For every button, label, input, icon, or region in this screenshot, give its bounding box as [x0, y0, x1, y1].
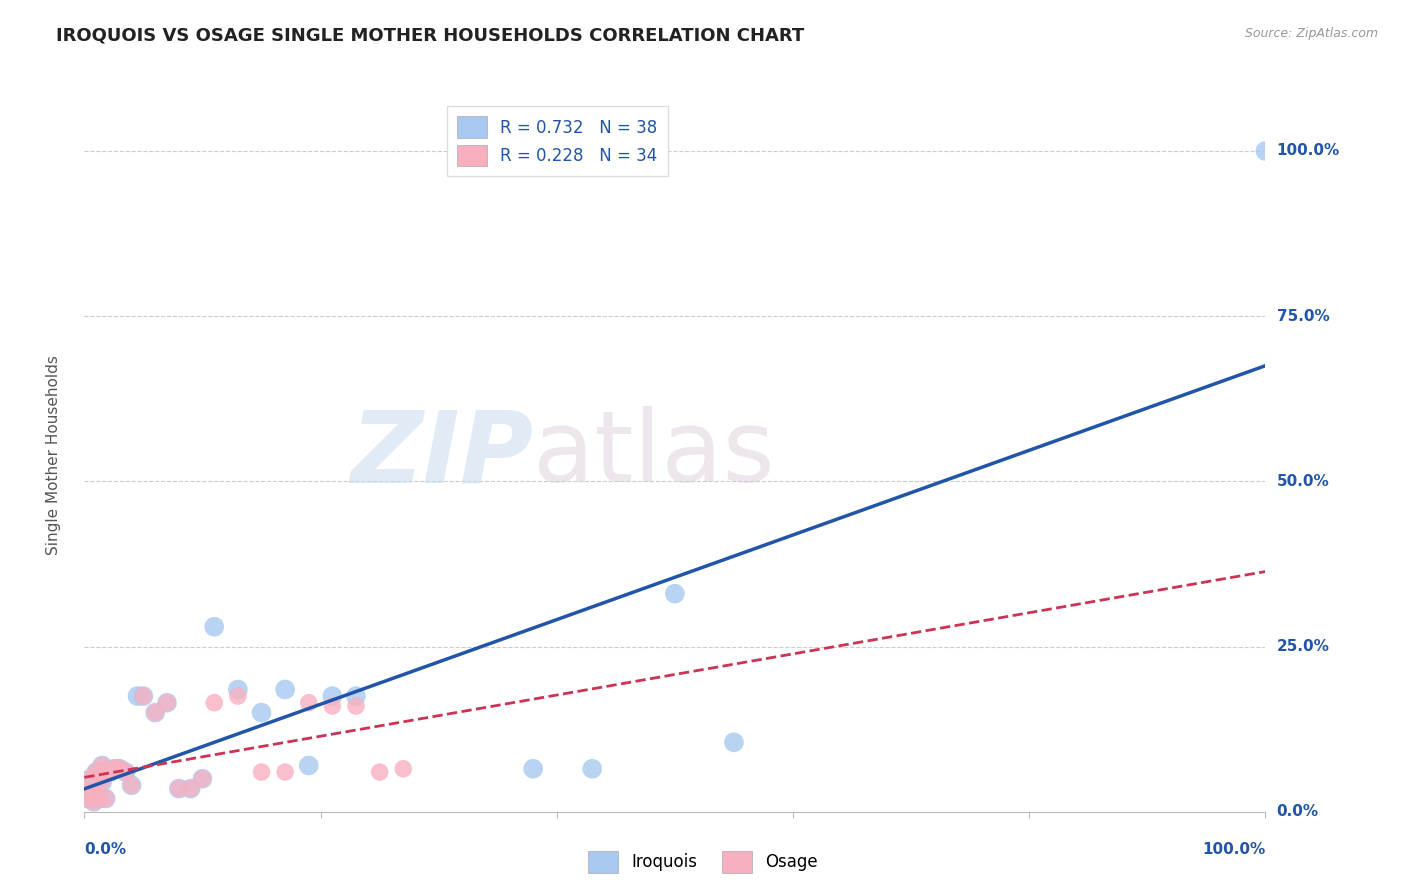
- Point: [180, 781, 202, 796]
- Text: ZIP: ZIP: [350, 407, 533, 503]
- Point: [121, 778, 143, 792]
- Point: [87, 791, 110, 805]
- Point: [298, 758, 321, 772]
- Point: [98, 765, 121, 780]
- Point: [167, 781, 190, 796]
- Text: IROQUOIS VS OSAGE SINGLE MOTHER HOUSEHOLDS CORRELATION CHART: IROQUOIS VS OSAGE SINGLE MOTHER HOUSEHOL…: [56, 27, 804, 45]
- Point: [83, 795, 105, 809]
- Point: [321, 698, 343, 713]
- Point: [114, 765, 136, 780]
- Point: [132, 689, 155, 703]
- Point: [79, 785, 101, 799]
- Text: 0.0%: 0.0%: [84, 842, 127, 857]
- Point: [82, 788, 104, 802]
- Point: [156, 696, 179, 710]
- Point: [79, 772, 101, 786]
- Point: [91, 775, 114, 789]
- Point: [82, 788, 104, 802]
- Point: [167, 781, 190, 796]
- Point: [103, 762, 125, 776]
- Text: 75.0%: 75.0%: [1277, 309, 1329, 324]
- Text: Source: ZipAtlas.com: Source: ZipAtlas.com: [1244, 27, 1378, 40]
- Point: [114, 765, 136, 780]
- Point: [97, 765, 120, 780]
- Point: [191, 772, 214, 786]
- Point: [143, 706, 166, 720]
- Point: [321, 689, 343, 703]
- Point: [1254, 144, 1277, 158]
- Point: [107, 762, 129, 776]
- Point: [84, 785, 107, 799]
- Point: [250, 765, 273, 780]
- Point: [581, 762, 603, 776]
- Point: [202, 620, 225, 634]
- Point: [368, 765, 391, 780]
- Point: [226, 689, 249, 703]
- Point: [83, 795, 105, 809]
- Point: [723, 735, 745, 749]
- Text: 0.0%: 0.0%: [1277, 805, 1319, 819]
- Point: [132, 689, 155, 703]
- Point: [91, 775, 114, 789]
- Point: [156, 696, 179, 710]
- Point: [664, 587, 686, 601]
- Point: [107, 762, 129, 776]
- Point: [108, 762, 131, 776]
- Point: [79, 785, 101, 799]
- Point: [202, 696, 225, 710]
- Point: [250, 706, 273, 720]
- Text: 100.0%: 100.0%: [1202, 842, 1265, 857]
- Point: [522, 762, 544, 776]
- Point: [84, 765, 107, 780]
- Point: [89, 765, 111, 780]
- Point: [274, 765, 297, 780]
- Point: [84, 765, 107, 780]
- Point: [274, 682, 297, 697]
- Point: [298, 696, 321, 710]
- Point: [94, 791, 117, 805]
- Legend: Iroquois, Osage: Iroquois, Osage: [581, 845, 825, 880]
- Point: [98, 765, 121, 780]
- Point: [191, 772, 214, 786]
- Point: [127, 689, 149, 703]
- Point: [77, 791, 100, 805]
- Point: [79, 772, 101, 786]
- Point: [108, 762, 131, 776]
- Point: [84, 785, 107, 799]
- Point: [143, 706, 166, 720]
- Text: 100.0%: 100.0%: [1277, 144, 1340, 159]
- Point: [87, 791, 110, 805]
- Point: [94, 791, 117, 805]
- Point: [89, 765, 111, 780]
- Point: [91, 758, 114, 772]
- Text: 50.0%: 50.0%: [1277, 474, 1329, 489]
- Text: 25.0%: 25.0%: [1277, 639, 1330, 654]
- Point: [91, 758, 114, 772]
- Point: [344, 698, 367, 713]
- Point: [180, 781, 202, 796]
- Text: atlas: atlas: [533, 407, 775, 503]
- Point: [226, 682, 249, 697]
- Point: [392, 762, 415, 776]
- Point: [344, 689, 367, 703]
- Point: [97, 765, 120, 780]
- Y-axis label: Single Mother Households: Single Mother Households: [46, 355, 60, 555]
- Point: [103, 762, 125, 776]
- Point: [77, 791, 100, 805]
- Legend: R = 0.732   N = 38, R = 0.228   N = 34: R = 0.732 N = 38, R = 0.228 N = 34: [447, 106, 668, 176]
- Point: [121, 778, 143, 792]
